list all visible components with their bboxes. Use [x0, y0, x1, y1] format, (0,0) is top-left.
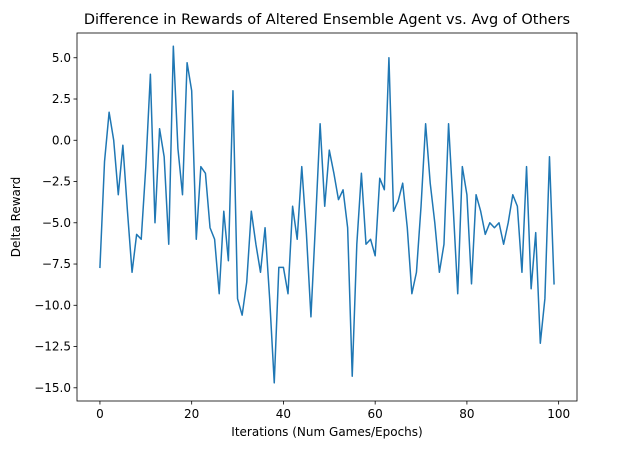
y-tick-label: −2.5: [42, 175, 71, 189]
y-tick-label: −12.5: [34, 340, 71, 354]
x-tick-label: 0: [96, 407, 104, 421]
x-tick-label: 80: [459, 407, 474, 421]
plot-frame: [76, 32, 578, 402]
ticks-layer: 0 20 40 60 80 100 5.0 2.5 0.0 −2.5 −5.0 −7.5 −10.0 −1…: [34, 51, 570, 421]
y-tick-label: 0.0: [52, 133, 71, 147]
y-tick-label: −15.0: [34, 381, 71, 395]
x-axis-label: Iterations (Num Games/Epochs): [231, 425, 422, 439]
x-tick-label: 60: [368, 407, 383, 421]
plot-area: [77, 33, 577, 401]
y-tick-label: −7.5: [42, 257, 71, 271]
y-tick-label: −10.0: [34, 298, 71, 312]
x-tick-label: 100: [547, 407, 570, 421]
y-tick-label: −5.0: [42, 216, 71, 230]
series-line: [99, 45, 555, 384]
x-tick-label: 40: [276, 407, 291, 421]
y-axis-label: Delta Reward: [9, 177, 23, 258]
y-tick-label: 5.0: [52, 51, 71, 65]
x-tick-label: 20: [184, 407, 199, 421]
chart-title: Difference in Rewards of Altered Ensembl…: [84, 12, 570, 28]
y-tick-label: 2.5: [52, 92, 71, 106]
